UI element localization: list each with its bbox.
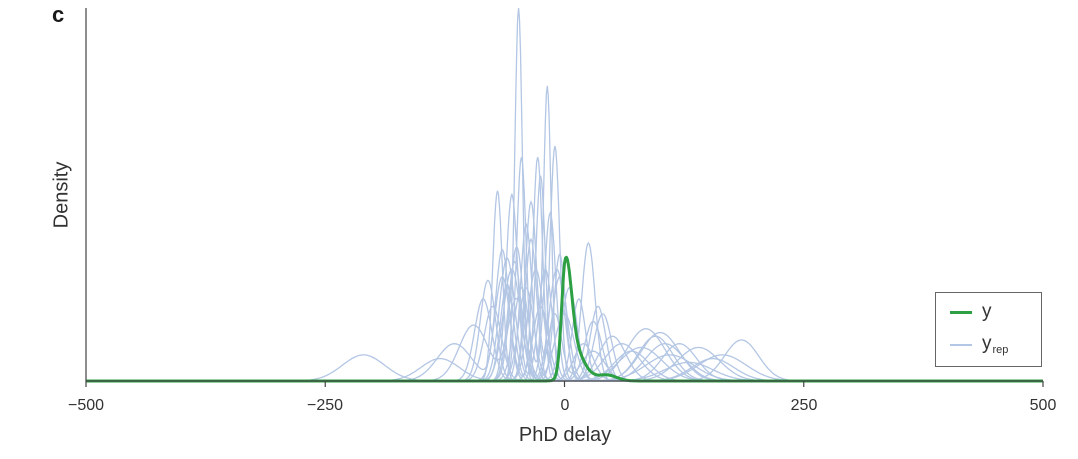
legend-label-replicated-main: y: [982, 333, 992, 354]
legend-swatch-observed: [950, 310, 972, 314]
replicated-series-group: [86, 7, 1043, 382]
legend-label-replicated: yrep: [982, 333, 1008, 356]
replicated-density-line-2: [86, 85, 1043, 382]
legend-label-observed: y: [982, 301, 992, 322]
replicated-density-line-1: [86, 7, 1043, 382]
x-tick-label: 0: [560, 397, 570, 414]
x-axis-label: PhD delay: [518, 424, 612, 446]
legend-entry-replicated: yrep: [950, 333, 1008, 356]
x-tick-label: −500: [67, 397, 105, 414]
legend-entry-observed: y: [950, 301, 992, 323]
x-tick-label: −250: [306, 397, 344, 414]
legend-label-replicated-sub: rep: [992, 344, 1009, 356]
x-tick-marks: [85, 381, 1044, 387]
legend-swatch-replicated: [950, 343, 972, 346]
x-tick-label: 500: [1029, 397, 1057, 414]
y-axis-label: Density: [50, 161, 73, 229]
observed-density-line: [85, 255, 1044, 383]
panel-label: c: [52, 2, 65, 27]
legend: y yrep: [935, 292, 1042, 367]
observed-series-group: [85, 255, 1044, 383]
x-tick-label: 250: [790, 397, 818, 414]
